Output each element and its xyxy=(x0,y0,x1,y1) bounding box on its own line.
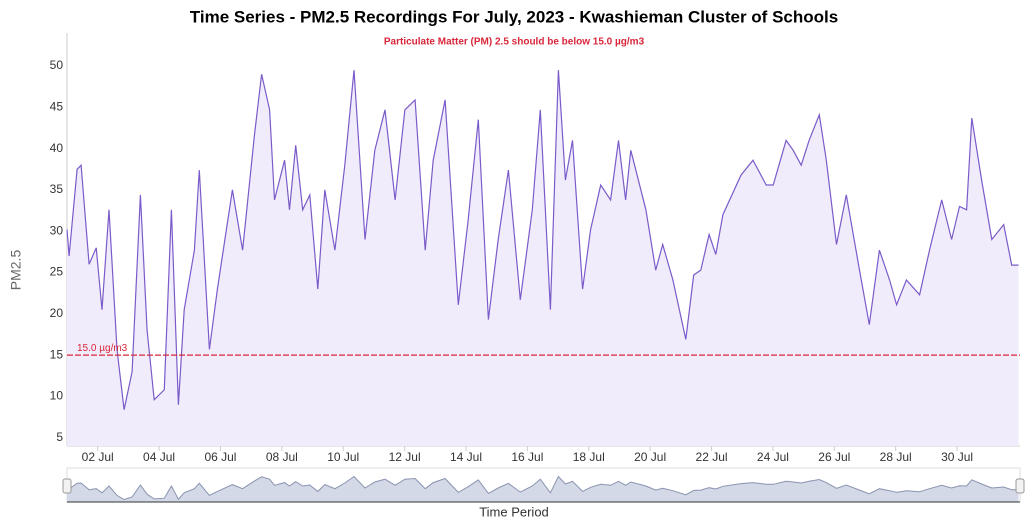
y-tick-label: 35 xyxy=(50,182,64,196)
x-tick-label: 10 Jul xyxy=(327,450,359,464)
x-tick-label: 18 Jul xyxy=(573,450,605,464)
x-tick-label: 22 Jul xyxy=(696,450,728,464)
navigator-line xyxy=(66,475,1019,501)
y-axis-label: PM2.5 xyxy=(8,250,24,291)
x-tick-label: 16 Jul xyxy=(511,450,543,464)
chart-title: Time Series - PM2.5 Recordings For July,… xyxy=(190,7,838,26)
area-fill xyxy=(67,70,1019,446)
x-tick-label: 08 Jul xyxy=(266,450,298,464)
y-tick-label: 25 xyxy=(50,265,64,279)
x-tick-label: 28 Jul xyxy=(880,450,912,464)
series-line xyxy=(66,70,1019,410)
y-tick-label: 45 xyxy=(50,100,64,114)
y-tick-label: 30 xyxy=(50,223,64,237)
y-tick-label: 15 xyxy=(50,347,64,361)
navigator-handle[interactable] xyxy=(62,478,72,494)
navigator-handle[interactable] xyxy=(1015,478,1025,494)
x-tick-label: 06 Jul xyxy=(204,450,236,464)
y-tick-label: 40 xyxy=(50,141,64,155)
y-tick-label: 50 xyxy=(50,58,64,72)
chart-subtitle: Particulate Matter (PM) 2.5 should be be… xyxy=(384,37,645,48)
x-axis-label: Time Period xyxy=(479,504,549,519)
x-tick-label: 20 Jul xyxy=(634,450,666,464)
x-tick-label: 30 Jul xyxy=(941,450,973,464)
x-tick-label: 12 Jul xyxy=(389,450,421,464)
threshold-label: 15.0 µg/m3 xyxy=(77,343,128,354)
y-tick-label: 10 xyxy=(50,389,64,403)
y-tick-label: 20 xyxy=(50,306,64,320)
y-tick-label: 5 xyxy=(56,430,63,444)
x-tick-label: 24 Jul xyxy=(757,450,789,464)
x-tick-label: 02 Jul xyxy=(82,450,114,464)
x-tick-label: 26 Jul xyxy=(818,450,850,464)
x-tick-label: 14 Jul xyxy=(450,450,482,464)
x-tick-label: 04 Jul xyxy=(143,450,175,464)
